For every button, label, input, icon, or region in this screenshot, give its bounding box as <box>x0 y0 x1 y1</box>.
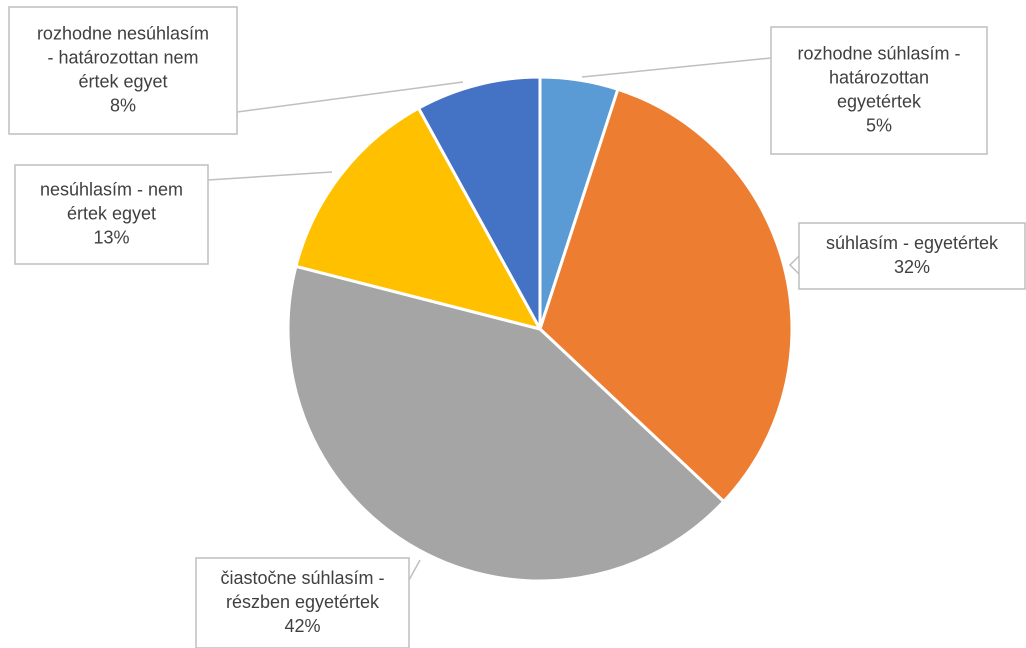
slice-category-label: értek egyet <box>67 204 156 224</box>
slice-category-label: rozhodne súhlasím - <box>797 44 960 64</box>
slice-category-label: határozottan <box>829 68 929 88</box>
slice-category-label: nesúhlasím - nem <box>40 180 183 200</box>
slice-category-label: részben egyetértek <box>226 592 380 612</box>
slice-percent-label: 32% <box>894 257 930 277</box>
slice-category-label: egyetértek <box>837 92 922 112</box>
pie-callouts: rozhodne súhlasím - határozottan egyetérte… <box>8 6 1026 648</box>
callout-box <box>14 164 209 265</box>
slice-category-label: értek egyet <box>78 72 167 92</box>
callout-strongly-disagree: rozhodne nesúhlasím - határozottan nem ért… <box>8 6 464 135</box>
pie-slice-disagree <box>294 106 542 331</box>
slice-category-label: čiastočne súhlasím - <box>220 568 384 588</box>
slice-category-label: - határozottan nem <box>47 48 198 68</box>
slice-category-label: rozhodne nesúhlasím <box>37 24 209 44</box>
pie-slice-partly-agree <box>286 264 726 583</box>
slice-percent-label: 42% <box>284 616 320 636</box>
callout-leader-line <box>408 559 421 581</box>
slice-percent-label: 13% <box>93 228 129 248</box>
callout-strongly-agree: rozhodne súhlasím - határozottan egyetérte… <box>581 26 988 155</box>
slice-percent-label: 5% <box>866 116 892 136</box>
pie-slice-strongly-disagree <box>417 75 542 331</box>
callout-box <box>8 6 238 135</box>
callout-disagree: nesúhlasím - nem értek egyet 13% <box>14 164 333 265</box>
pie-slice-agree <box>538 87 794 504</box>
callout-partly-agree: čiastočne súhlasím - részben egyetértek 42… <box>195 557 421 648</box>
callout-box <box>798 222 1026 290</box>
callout-leader-line <box>207 171 333 181</box>
slice-category-label: súhlasím - egyetértek <box>826 233 999 253</box>
slice-percent-label: 8% <box>110 96 136 116</box>
pie-slices <box>286 75 794 583</box>
callout-leader-line <box>788 255 800 275</box>
callout-box <box>770 26 988 155</box>
callout-box <box>195 557 410 648</box>
callout-leader-line <box>581 57 772 78</box>
callout-agree: súhlasím - egyetértek 32% <box>788 222 1026 290</box>
